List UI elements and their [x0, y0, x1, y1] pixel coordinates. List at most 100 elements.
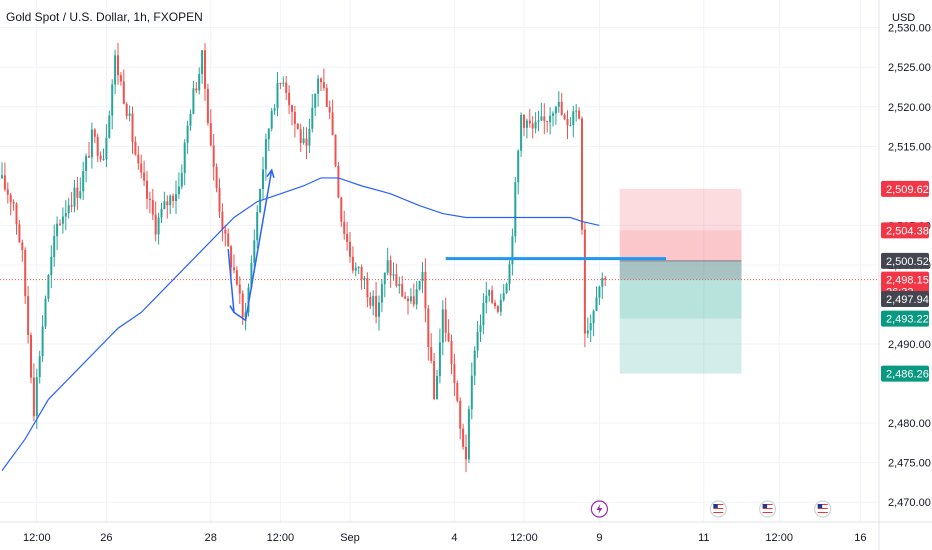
- price-badge: [881, 310, 929, 327]
- candle-body: [235, 270, 238, 285]
- price-badge-label: 2,504.38: [886, 225, 929, 237]
- candle-body: [99, 155, 102, 160]
- candle-body: [82, 171, 85, 192]
- candle-body: [215, 166, 218, 189]
- candle-body: [444, 309, 447, 333]
- candle-body: [102, 159, 105, 161]
- candle-body: [50, 256, 53, 276]
- candle-body: [494, 302, 496, 307]
- drawings-layer[interactable]: [0, 168, 879, 322]
- candle-body: [143, 172, 146, 181]
- candle-body: [409, 296, 412, 302]
- candle-body: [56, 223, 59, 237]
- position-zones[interactable]: [619, 188, 742, 374]
- candle-body: [93, 129, 96, 137]
- candle-body: [21, 242, 24, 250]
- price-tick-label: 2,520.00: [888, 102, 931, 114]
- candle-body: [146, 180, 148, 199]
- candle-body: [296, 123, 299, 130]
- candle-body: [337, 165, 340, 198]
- candle-body: [595, 297, 598, 311]
- candle-body: [502, 293, 505, 300]
- time-tick-label: 12:00: [23, 532, 51, 544]
- events-layer[interactable]: [590, 500, 832, 518]
- candle-body: [195, 88, 198, 91]
- candle-body: [233, 267, 235, 271]
- candle-body: [462, 428, 465, 447]
- candle-body: [467, 409, 470, 460]
- price-badge-label: 2,486.26: [886, 369, 929, 381]
- time-tick-label: 9: [596, 532, 602, 544]
- currency-label[interactable]: USD: [892, 12, 915, 24]
- candle-body: [360, 266, 363, 280]
- candle-body: [517, 150, 520, 183]
- candle-body: [407, 298, 409, 302]
- stop-loss-inner-zone[interactable]: [619, 230, 742, 261]
- candle-body: [122, 81, 125, 104]
- candle-body: [302, 138, 305, 144]
- candle-body: [546, 120, 549, 123]
- candle-body: [180, 173, 183, 187]
- price-badges: 2,509.622,504.382,500.522,498.1526:322,4…: [881, 180, 929, 382]
- candle-body: [404, 296, 407, 299]
- price-badge-label: 2,498.15: [886, 275, 929, 287]
- candle-body: [241, 293, 244, 318]
- candle-body: [366, 278, 369, 298]
- flag-stripe: [762, 510, 773, 511]
- candle-body: [598, 286, 601, 298]
- candle-body: [572, 111, 575, 126]
- flag-stripe: [713, 512, 724, 513]
- candle-body: [244, 312, 247, 318]
- price-badge: [881, 180, 929, 197]
- candle-body: [575, 110, 578, 112]
- stop-loss-zone[interactable]: [619, 188, 742, 261]
- candle-body: [441, 309, 444, 343]
- candle-body: [392, 274, 395, 276]
- price-badge: [881, 252, 929, 269]
- lightning-glyph: [596, 504, 603, 514]
- price-badge: [881, 290, 929, 307]
- flag-stripe: [713, 504, 724, 505]
- candle-body: [198, 73, 201, 91]
- flag-stripe: [817, 504, 828, 505]
- arrow-tail-mark: [229, 305, 235, 313]
- candle-body: [32, 377, 35, 417]
- candle-body: [288, 92, 291, 106]
- flag-canton: [713, 504, 718, 508]
- take-profit-zone[interactable]: [619, 260, 742, 374]
- candle-body: [357, 266, 360, 268]
- candle-body: [479, 325, 482, 333]
- candle-body: [592, 310, 595, 324]
- candle-body: [320, 78, 322, 83]
- candle-body: [450, 341, 453, 365]
- candle-body: [6, 189, 9, 195]
- candle-body: [325, 87, 328, 107]
- candle-body: [557, 101, 560, 107]
- candle-body: [253, 240, 256, 263]
- candle-body: [134, 141, 137, 155]
- candle-body: [424, 271, 427, 309]
- candle-body: [349, 241, 351, 257]
- time-tick-label: 12:00: [267, 532, 295, 544]
- candle-body: [308, 128, 311, 146]
- candle-body: [273, 108, 276, 111]
- candle-body: [369, 297, 372, 306]
- candle-body: [204, 50, 206, 89]
- time-tick-label: 16: [854, 532, 866, 544]
- candle-body: [314, 93, 317, 108]
- candle-body: [1, 175, 3, 178]
- price-tick-label: 2,525.00: [888, 62, 931, 74]
- time-tick-label: 4: [451, 532, 457, 544]
- candle-body: [386, 260, 389, 273]
- candle-body: [554, 106, 557, 114]
- candle-body: [372, 295, 375, 306]
- time-axis[interactable]: 12:00 26 28 12:00 Sep 4 12:00 9 11 12:00 16: [23, 532, 866, 544]
- symbol-title[interactable]: Gold Spot / U.S. Dollar, 1h, FXOPEN: [6, 10, 203, 24]
- candle-body: [201, 50, 204, 74]
- candle-body: [552, 113, 554, 116]
- take-profit-inner-zone[interactable]: [619, 260, 742, 319]
- candle-body: [343, 221, 346, 234]
- drawn-arrow-path[interactable]: [227, 169, 273, 322]
- candle-body: [601, 277, 604, 287]
